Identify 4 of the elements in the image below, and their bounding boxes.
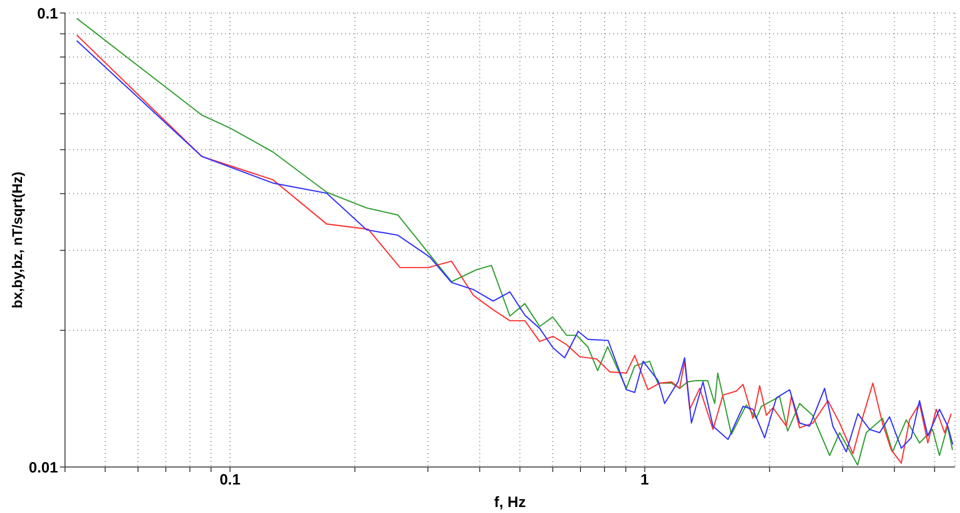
- x-axis-title: f, Hz: [494, 494, 526, 511]
- x-tick-label: 1: [640, 472, 649, 489]
- y-tick-label: 0.01: [28, 459, 58, 476]
- y-axis-title: bx,by,bz, nT/sqrt(Hz): [8, 172, 25, 308]
